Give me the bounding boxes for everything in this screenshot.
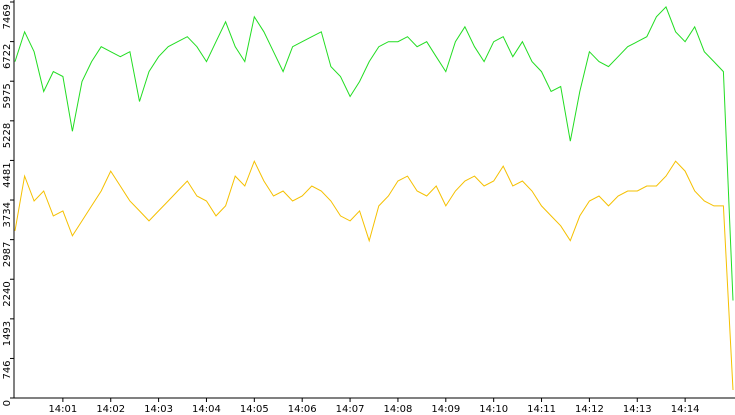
x-tick-label: 14:07 xyxy=(336,404,365,415)
y-tick-label: 2987 xyxy=(2,242,13,267)
x-tick-label: 14:13 xyxy=(623,404,652,415)
x-tick-label: 14:03 xyxy=(144,404,173,415)
y-tick-label: 1493 xyxy=(2,321,13,346)
x-tick-label: 14:12 xyxy=(575,404,604,415)
x-tick-label: 14:14 xyxy=(671,404,700,415)
x-tick-label: 14:10 xyxy=(479,404,508,415)
y-tick-label: 5975 xyxy=(2,83,13,108)
series-line xyxy=(14,5,734,301)
y-tick-label: 7469 xyxy=(2,4,13,29)
series-line xyxy=(14,159,734,391)
y-tick-label: 5228 xyxy=(2,123,13,148)
y-tick-label: 3734 xyxy=(2,202,13,227)
x-tick-label: 14:05 xyxy=(240,404,269,415)
x-tick-label: 14:06 xyxy=(288,404,317,415)
x-tick-label: 14:04 xyxy=(192,404,221,415)
y-tick-label: 4481 xyxy=(2,162,13,187)
y-tick-label: 2240 xyxy=(2,281,13,306)
x-tick-label: 14:02 xyxy=(96,404,125,415)
x-tick-label: 14:01 xyxy=(48,404,77,415)
x-tick-label: 14:09 xyxy=(431,404,460,415)
y-tick-label: 6722 xyxy=(2,44,13,69)
y-tick-label: 0 xyxy=(2,400,13,406)
x-tick-label: 14:11 xyxy=(527,404,556,415)
y-tick-label: 746 xyxy=(2,360,13,379)
x-tick-label: 14:08 xyxy=(384,404,413,415)
